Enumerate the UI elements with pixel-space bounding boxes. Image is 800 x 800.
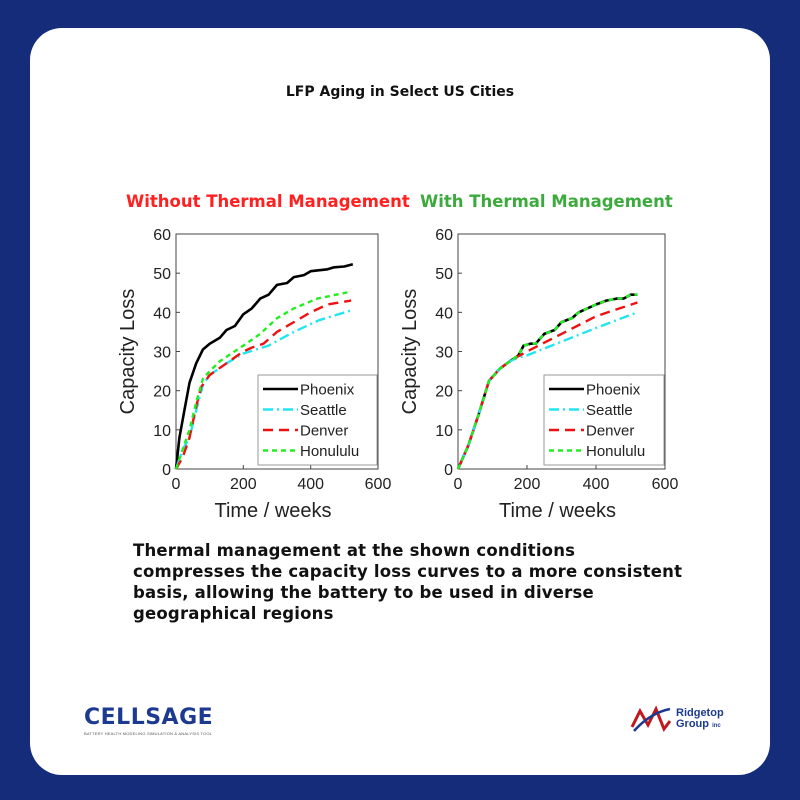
- legend-label-seattle: Seattle: [300, 402, 347, 419]
- ridgetop-name: Ridgetop: [676, 707, 724, 719]
- series-line-honululu: [456, 293, 638, 470]
- y-tick-label: 40: [153, 305, 171, 322]
- y-tick-label: 0: [444, 462, 453, 479]
- series-line-denver: [174, 299, 352, 470]
- x-axis-label: Time / weeks: [214, 500, 331, 522]
- page-title: LFP Aging in Select US Cities: [285, 84, 515, 100]
- legend-label-seattle: Seattle: [586, 402, 633, 419]
- y-tick-label: 20: [153, 384, 171, 401]
- y-tick-label: 30: [153, 345, 171, 362]
- y-tick-label: 60: [435, 227, 453, 244]
- y-axis-label: Capacity Loss: [117, 289, 139, 415]
- legend-label-honululu: Honululu: [586, 443, 645, 460]
- legend-label-phoenix: Phoenix: [586, 382, 641, 399]
- y-tick-label: 30: [435, 345, 453, 362]
- series-line-denver: [456, 301, 638, 470]
- ridgetop-group: Group: [676, 718, 709, 730]
- chart-with-thermal: 0 200 400 600 0 10 20 30 40 50 60 Time / weeks Capac…: [399, 227, 679, 522]
- y-tick-label: 10: [435, 423, 453, 440]
- x-tick-label: 200: [514, 476, 541, 493]
- y-tick-label: 50: [153, 266, 171, 283]
- legend-label-denver: Denver: [586, 423, 634, 440]
- series-line-seattle: [174, 309, 352, 470]
- y-tick-label: 20: [435, 384, 453, 401]
- ridgetop-suffix: inc: [712, 723, 721, 729]
- x-tick-label: 0: [454, 476, 463, 493]
- cellsage-tagline: BATTERY HEALTH MODELING SIMULATION & ANA…: [84, 731, 213, 736]
- legend-label-phoenix: Phoenix: [300, 382, 355, 399]
- ridgetop-mark-icon: [630, 705, 672, 733]
- cellsage-logo: CELLSAGE BATTERY HEALTH MODELING SIMULAT…: [84, 705, 213, 736]
- x-tick-label: 400: [583, 476, 610, 493]
- x-tick-label: 0: [172, 476, 181, 493]
- series-line-phoenix: [174, 262, 354, 470]
- legend-label-honululu: Honululu: [300, 443, 359, 460]
- x-tick-label: 600: [365, 476, 392, 493]
- y-tick-label: 10: [153, 423, 171, 440]
- y-tick-label: 60: [153, 227, 171, 244]
- y-tick-label: 40: [435, 305, 453, 322]
- x-tick-label: 400: [297, 476, 324, 493]
- cellsage-wordmark: CELLSAGE: [84, 705, 214, 730]
- caption: Thermal management at the shown conditio…: [133, 541, 683, 623]
- chart-title-with: With Thermal Management: [420, 192, 673, 211]
- y-axis-label: Capacity Loss: [399, 289, 421, 415]
- y-tick-label: 50: [435, 266, 453, 283]
- ridgetop-logo: Ridgetop Group inc: [630, 705, 724, 735]
- chart-without-thermal: 0 200 400 600 0 10 20 30 40 50 60 Time / weeks Capac…: [117, 227, 392, 522]
- series-line-honululu: [174, 290, 352, 470]
- y-tick-label: 0: [162, 462, 171, 479]
- chart-title-without: Without Thermal Management: [126, 192, 410, 211]
- x-tick-label: 200: [230, 476, 257, 493]
- legend-label-denver: Denver: [300, 423, 348, 440]
- x-tick-label: 600: [652, 476, 679, 493]
- x-axis-label: Time / weeks: [499, 500, 616, 522]
